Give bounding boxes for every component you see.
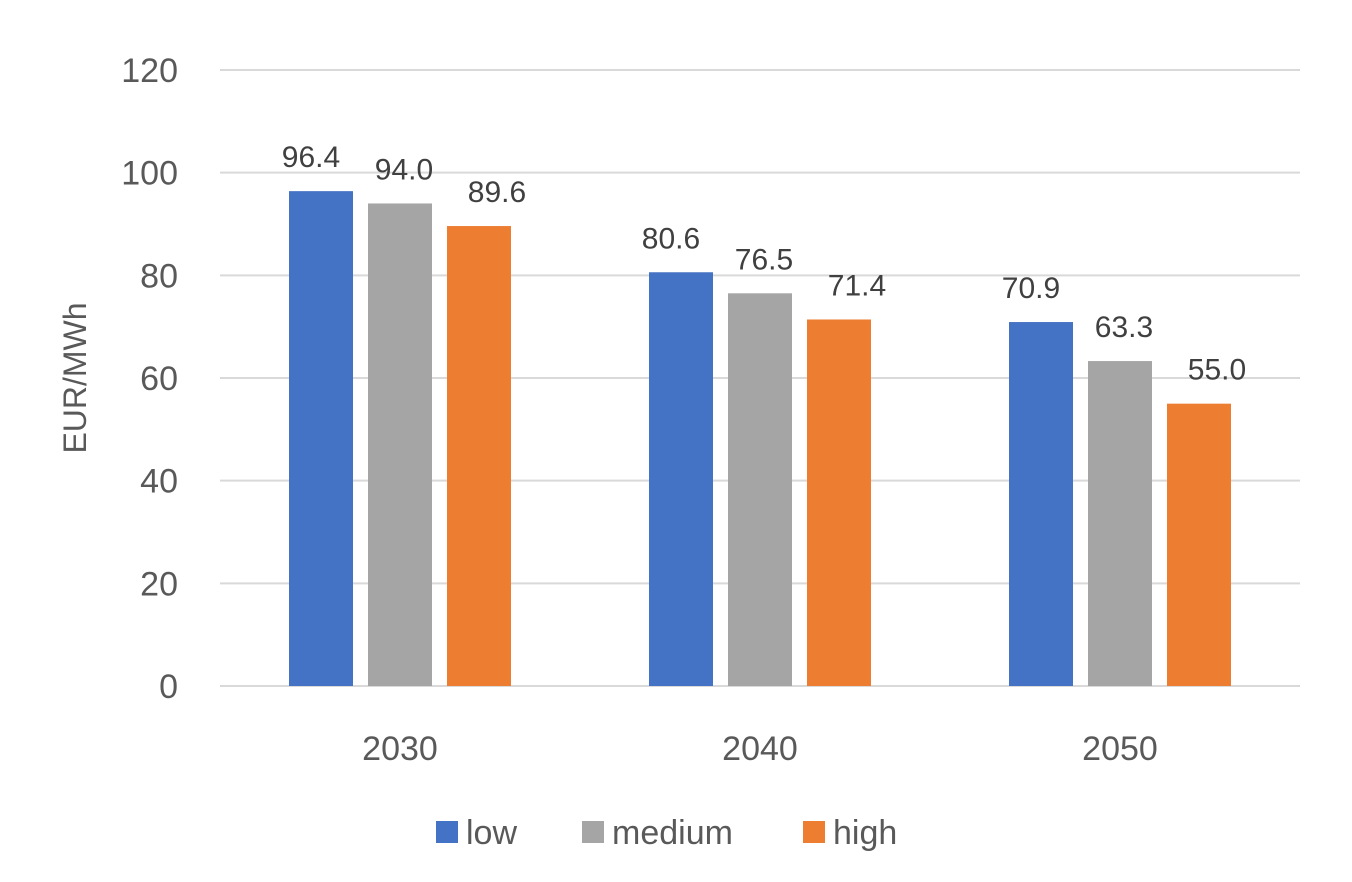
bar-low-2030: [289, 191, 353, 686]
y-tick-label: 80: [140, 257, 178, 295]
y-tick-label: 60: [140, 360, 178, 398]
data-label-low-2050: 70.9: [1002, 272, 1060, 305]
legend-label-medium: medium: [612, 814, 733, 852]
x-category-label: 2050: [1082, 730, 1158, 768]
y-tick-label: 40: [140, 463, 178, 501]
bar-low-2050: [1009, 322, 1073, 686]
y-tick-label: 0: [159, 668, 178, 706]
data-label-medium-2050: 63.3: [1095, 311, 1153, 344]
bar-high-2050: [1167, 403, 1231, 686]
y-axis-title: EUR/MWh: [57, 302, 93, 453]
legend-label-high: high: [833, 814, 897, 852]
bar-high-2030: [447, 226, 511, 686]
legend-label-low: low: [466, 814, 517, 852]
data-label-low-2040: 80.6: [642, 222, 700, 255]
data-label-medium-2040: 76.5: [735, 243, 793, 276]
x-category-label: 2030: [362, 730, 438, 768]
bar-low-2040: [649, 272, 713, 686]
y-axis-ticks: 0 20 40 60 80 100 120: [121, 52, 178, 706]
x-axis-categories: 2030 2040 2050: [362, 730, 1158, 768]
bars: [289, 191, 1231, 686]
legend-swatch-low: [436, 821, 458, 843]
legend-swatch-medium: [582, 821, 604, 843]
y-tick-label: 100: [121, 155, 178, 193]
bar-medium-2050: [1088, 361, 1152, 686]
bar-high-2040: [807, 319, 871, 686]
data-label-high-2030: 89.6: [468, 176, 526, 209]
x-category-label: 2040: [722, 730, 798, 768]
data-label-medium-2030: 94.0: [375, 153, 433, 186]
data-labels: 96.4 94.0 89.6 80.6 76.5 71.4 70.9 63.3 55.0: [282, 141, 1246, 387]
bar-medium-2030: [368, 203, 432, 686]
y-tick-label: 20: [140, 565, 178, 603]
y-tick-label: 120: [121, 52, 178, 90]
data-label-high-2050: 55.0: [1188, 354, 1246, 387]
data-label-high-2040: 71.4: [828, 269, 886, 302]
legend-swatch-high: [803, 821, 825, 843]
data-label-low-2030: 96.4: [282, 141, 340, 174]
bar-medium-2040: [728, 293, 792, 686]
legend: low medium high: [436, 814, 897, 852]
